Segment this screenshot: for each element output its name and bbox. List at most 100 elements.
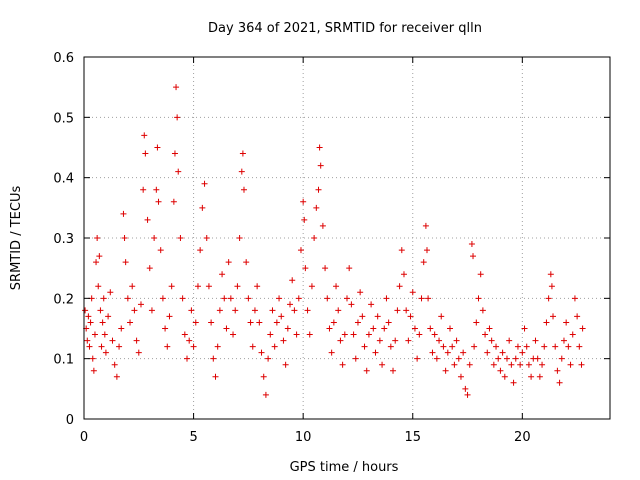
data-point <box>258 349 265 356</box>
data-point <box>164 343 171 350</box>
data-point <box>346 265 353 272</box>
data-point <box>400 271 407 278</box>
data-point <box>503 355 510 362</box>
data-point <box>197 247 204 254</box>
data-point <box>571 295 578 302</box>
data-point <box>440 343 447 350</box>
data-point <box>532 337 539 344</box>
data-point <box>394 307 401 314</box>
data-point <box>374 313 381 320</box>
data-point <box>82 307 89 314</box>
data-point <box>137 301 144 308</box>
data-point <box>214 343 221 350</box>
data-point <box>493 343 500 350</box>
data-point <box>455 355 462 362</box>
data-point <box>514 343 521 350</box>
data-point <box>239 150 246 157</box>
data-point <box>425 295 432 302</box>
data-point <box>383 295 390 302</box>
data-point <box>284 325 291 332</box>
data-point <box>499 349 506 356</box>
data-point <box>319 222 326 229</box>
data-point <box>175 168 182 175</box>
data-point <box>330 319 337 326</box>
data-point <box>322 265 329 272</box>
data-point <box>536 373 543 380</box>
data-point <box>223 325 230 332</box>
data-point <box>89 355 96 362</box>
data-point <box>341 331 348 338</box>
data-point <box>335 307 342 314</box>
data-point <box>227 295 234 302</box>
data-point <box>574 313 581 320</box>
data-point <box>135 349 142 356</box>
data-point <box>280 337 287 344</box>
data-point <box>484 349 491 356</box>
data-point <box>396 283 403 290</box>
data-point <box>328 349 335 356</box>
data-point <box>90 367 97 374</box>
data-point <box>159 295 166 302</box>
data-point <box>148 307 155 314</box>
data-point <box>188 307 195 314</box>
data-point <box>301 216 308 223</box>
x-tick-label: 15 <box>404 430 421 445</box>
data-point <box>558 355 565 362</box>
data-points <box>82 84 586 398</box>
data-point <box>423 247 430 254</box>
data-point <box>144 216 151 223</box>
data-point <box>230 331 237 338</box>
data-point <box>477 271 484 278</box>
data-point <box>449 343 456 350</box>
y-tick-label: 0.4 <box>53 172 74 187</box>
data-point <box>497 367 504 374</box>
data-point <box>181 331 188 338</box>
data-point <box>398 247 405 254</box>
data-point <box>453 337 460 344</box>
data-point <box>361 343 368 350</box>
data-point <box>247 319 254 326</box>
data-point <box>436 337 443 344</box>
data-point <box>506 337 513 344</box>
data-point <box>548 283 555 290</box>
data-point <box>260 373 267 380</box>
data-point <box>245 295 252 302</box>
data-point <box>297 247 304 254</box>
data-point <box>316 144 323 151</box>
data-point <box>442 367 449 374</box>
data-point <box>109 337 116 344</box>
data-point <box>124 295 131 302</box>
data-point <box>97 307 104 314</box>
data-point <box>407 313 414 320</box>
data-point <box>291 307 298 314</box>
data-point <box>339 361 346 368</box>
data-point <box>269 307 276 314</box>
data-point <box>381 325 388 332</box>
data-point <box>256 319 263 326</box>
data-point <box>473 319 480 326</box>
data-point <box>326 325 333 332</box>
data-point <box>359 313 366 320</box>
data-point <box>354 319 361 326</box>
data-point <box>105 313 112 320</box>
data-point <box>243 259 250 266</box>
data-point <box>554 367 561 374</box>
data-point <box>95 283 102 290</box>
data-point <box>352 355 359 362</box>
data-point <box>479 307 486 314</box>
data-point <box>541 343 548 350</box>
data-point <box>392 337 399 344</box>
data-point <box>238 168 245 175</box>
data-point <box>418 295 425 302</box>
y-tick-label: 0.2 <box>53 292 74 307</box>
data-point <box>234 283 241 290</box>
data-point <box>151 235 158 241</box>
data-point <box>512 355 519 362</box>
data-point <box>146 265 153 272</box>
data-point <box>579 325 586 332</box>
data-point <box>208 319 215 326</box>
data-point <box>333 283 340 290</box>
data-point <box>120 210 127 217</box>
data-point <box>523 343 530 350</box>
